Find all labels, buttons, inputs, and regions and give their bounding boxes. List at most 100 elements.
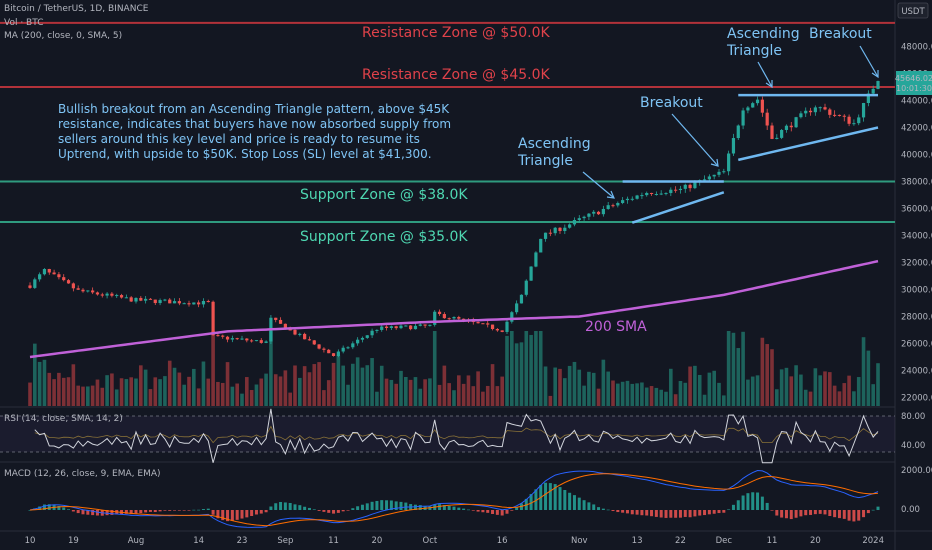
- candle-body: [197, 302, 201, 305]
- rsi-layer: [0, 408, 895, 464]
- volume-bar: [669, 368, 673, 406]
- volume-bar: [688, 366, 692, 406]
- volume-bar: [461, 383, 466, 406]
- volume-bar: [553, 367, 557, 406]
- note-line: resistance, indicates that buyers have n…: [58, 117, 451, 131]
- price-tick-label: 24000.00: [901, 367, 932, 377]
- candle-body: [524, 280, 528, 295]
- candle-body: [770, 125, 774, 139]
- candle-body: [153, 299, 157, 304]
- macd-histogram-bar: [804, 510, 808, 516]
- candle-body: [712, 174, 716, 177]
- macd-histogram-bar: [91, 510, 95, 516]
- macd-histogram-bar: [192, 509, 196, 511]
- macd-histogram-bar: [375, 500, 379, 510]
- candle-body: [659, 193, 663, 195]
- macd-histogram-bar: [317, 510, 321, 511]
- candle-body: [543, 232, 548, 239]
- volume-bar: [616, 383, 620, 406]
- symbol-title[interactable]: Bitcoin / TetherUS, 1D, BINANCE: [4, 4, 149, 14]
- rsi-sma-line: [34, 425, 879, 444]
- volume-bar: [220, 382, 225, 406]
- macd-histogram-bar: [818, 510, 822, 514]
- volume-indicator-label[interactable]: Vol · BTC: [4, 18, 43, 28]
- candle-body: [645, 192, 649, 196]
- candle-body: [852, 123, 856, 125]
- volume-bar: [57, 372, 61, 406]
- volume-bar: [379, 365, 384, 406]
- volume-bar: [659, 389, 663, 406]
- candle-body: [808, 110, 813, 113]
- last-price-badge[interactable]: 45646.02 10:01:30: [895, 71, 932, 95]
- macd-histogram-bar: [577, 497, 581, 510]
- macd-indicator-label[interactable]: MACD (12, 26, close, 9, EMA, EMA): [4, 469, 161, 479]
- macd-histogram-bar: [370, 501, 374, 510]
- macd-histogram-bar: [67, 509, 71, 510]
- macd-histogram-bar: [28, 510, 32, 511]
- candle-body: [847, 116, 851, 124]
- volume-bar: [563, 378, 567, 406]
- volume-bar: [76, 385, 80, 406]
- price-tick-label: 40000.00: [901, 151, 932, 161]
- candle-body: [799, 113, 803, 118]
- macd-histogram-bar: [664, 510, 668, 518]
- candle-body: [28, 285, 32, 288]
- volume-bar: [66, 377, 71, 406]
- candle-body: [115, 295, 119, 297]
- volume-bar: [254, 384, 259, 406]
- macd-histogram-bar: [857, 510, 861, 521]
- volume-bar: [264, 373, 268, 406]
- volume-bar: [852, 391, 856, 406]
- volume-bar: [240, 393, 244, 406]
- macd-tick-0: 0.00: [901, 505, 920, 515]
- currency-button[interactable]: USDT: [897, 2, 929, 19]
- volume-bar: [524, 331, 529, 406]
- macd-histogram-bar: [717, 510, 721, 514]
- volume-bar: [423, 379, 427, 406]
- volume-bar: [399, 370, 403, 406]
- candle-body: [298, 333, 302, 335]
- volume-bar: [837, 391, 842, 406]
- volume-bar: [803, 389, 808, 406]
- candle-body: [784, 125, 789, 130]
- macd-histogram-bar: [794, 510, 798, 518]
- volume-bar: [124, 379, 129, 406]
- volume-bar: [312, 364, 317, 406]
- macd-histogram-bar: [515, 507, 519, 510]
- volume-bar: [644, 387, 649, 406]
- ma-indicator-label[interactable]: MA (200, close, 0, SMA, 5): [4, 31, 122, 41]
- candle-body: [452, 317, 456, 319]
- macd-histogram-bar: [741, 495, 745, 510]
- candle-body: [572, 219, 577, 225]
- macd-histogram-bar: [235, 510, 239, 520]
- candle-body: [837, 114, 842, 116]
- volume-bar: [355, 357, 360, 406]
- candle-body: [760, 99, 764, 113]
- candle-body: [71, 283, 75, 289]
- candle-body: [389, 326, 393, 329]
- candle-body: [433, 311, 437, 325]
- analysis-note: Bullish breakout from an Ascending Trian…: [58, 102, 451, 161]
- macd-histogram-bar: [71, 510, 75, 512]
- volume-bar: [678, 381, 683, 406]
- macd-histogram-bar: [76, 510, 80, 514]
- volume-bar: [591, 372, 596, 406]
- macd-histogram-bar: [264, 510, 268, 513]
- volume-bar: [370, 358, 374, 406]
- candle-body: [731, 138, 736, 154]
- volume-bar: [331, 362, 336, 406]
- candle-body: [717, 171, 721, 175]
- candle-body: [322, 348, 326, 350]
- macd-histogram-bar: [486, 510, 490, 513]
- macd-histogram-bar: [81, 510, 85, 515]
- macd-histogram-bar: [327, 510, 331, 513]
- candle-body: [192, 302, 196, 305]
- candle-body: [457, 317, 461, 319]
- macd-histogram-bar: [654, 510, 658, 517]
- time-axis[interactable]: 10 19 Aug 14 23 Sep 11 20 Oct 16 Nov 13 22 Dec 11 20 202…: [25, 536, 884, 546]
- price-axis[interactable]: 48000.0046000.0044000.0042000.0040000.00…: [901, 43, 932, 404]
- rsi-indicator-label[interactable]: RSI (14, close, SMA, 14, 2): [4, 414, 123, 424]
- volume-bar: [741, 331, 745, 406]
- macd-histogram-bar: [197, 509, 201, 511]
